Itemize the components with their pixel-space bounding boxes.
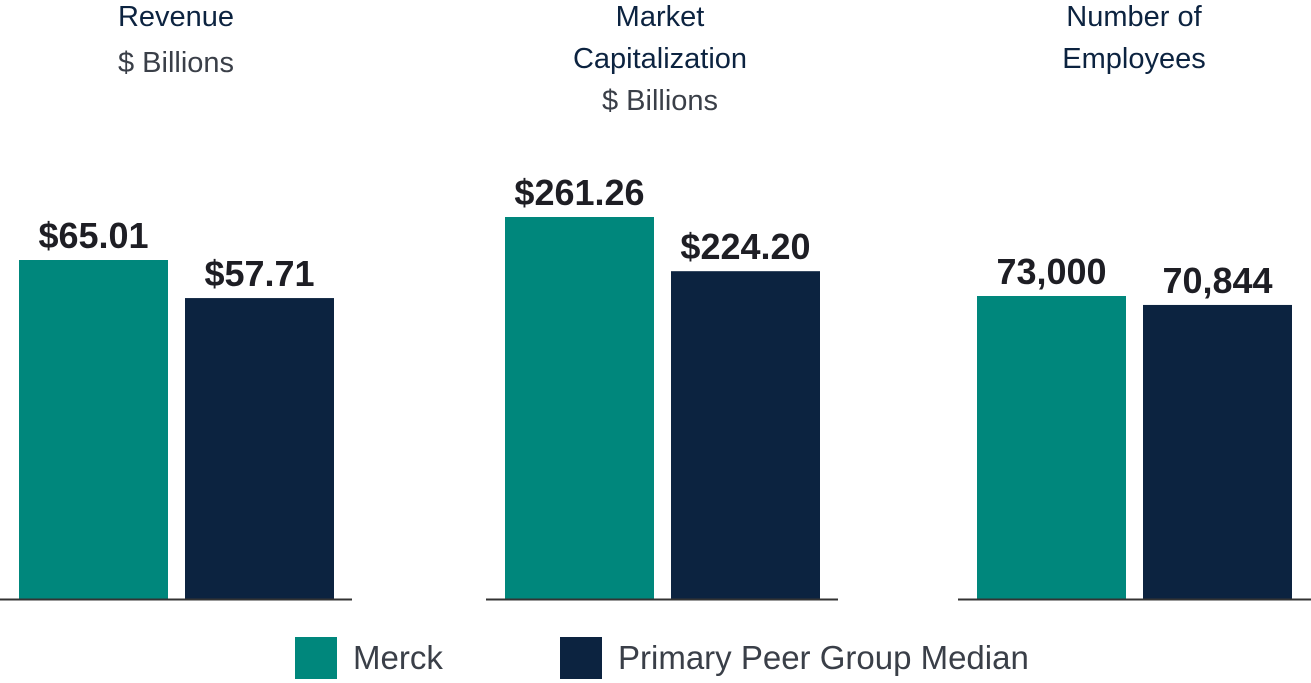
revenue-bar-merck xyxy=(19,260,168,599)
employees-bar-merck xyxy=(977,296,1126,599)
market-cap-bar-merck xyxy=(505,217,654,599)
revenue-value-label-peer: $57.71 xyxy=(204,253,314,294)
revenue-value-label-merck: $65.01 xyxy=(38,215,148,256)
legend-label-merck: Merck xyxy=(353,639,443,676)
market-cap-title-line-1: Market xyxy=(615,1,705,33)
market-cap-value-label-peer: $224.20 xyxy=(680,226,810,267)
legend-item-peer: Primary Peer Group Median xyxy=(560,636,1029,680)
market-cap-title-line-2: Capitalization xyxy=(572,43,748,75)
revenue-bar-peer xyxy=(185,298,334,599)
employees-bar-peer xyxy=(1143,304,1292,599)
legend-item-merck: Merck xyxy=(295,636,443,680)
legend: Merck Primary Peer Group Median xyxy=(0,636,1311,680)
employees-title-line-1: Number of xyxy=(1066,1,1202,33)
market-cap-bar-peer xyxy=(671,271,820,599)
market-cap-subtitle: $ Billions xyxy=(601,85,719,117)
legend-swatch-merck xyxy=(295,637,337,679)
legend-label-peer: Primary Peer Group Median xyxy=(618,639,1029,676)
employees-value-label-merck: 73,000 xyxy=(996,251,1106,292)
revenue-subtitle: $ Billions xyxy=(117,47,235,79)
legend-swatch-peer xyxy=(560,637,602,679)
employees-title-line-2: Employees xyxy=(1062,43,1206,75)
market-cap-value-label-merck: $261.26 xyxy=(514,172,644,213)
employees-value-label-peer: 70,844 xyxy=(1162,260,1272,301)
revenue-title: Revenue xyxy=(117,1,235,33)
